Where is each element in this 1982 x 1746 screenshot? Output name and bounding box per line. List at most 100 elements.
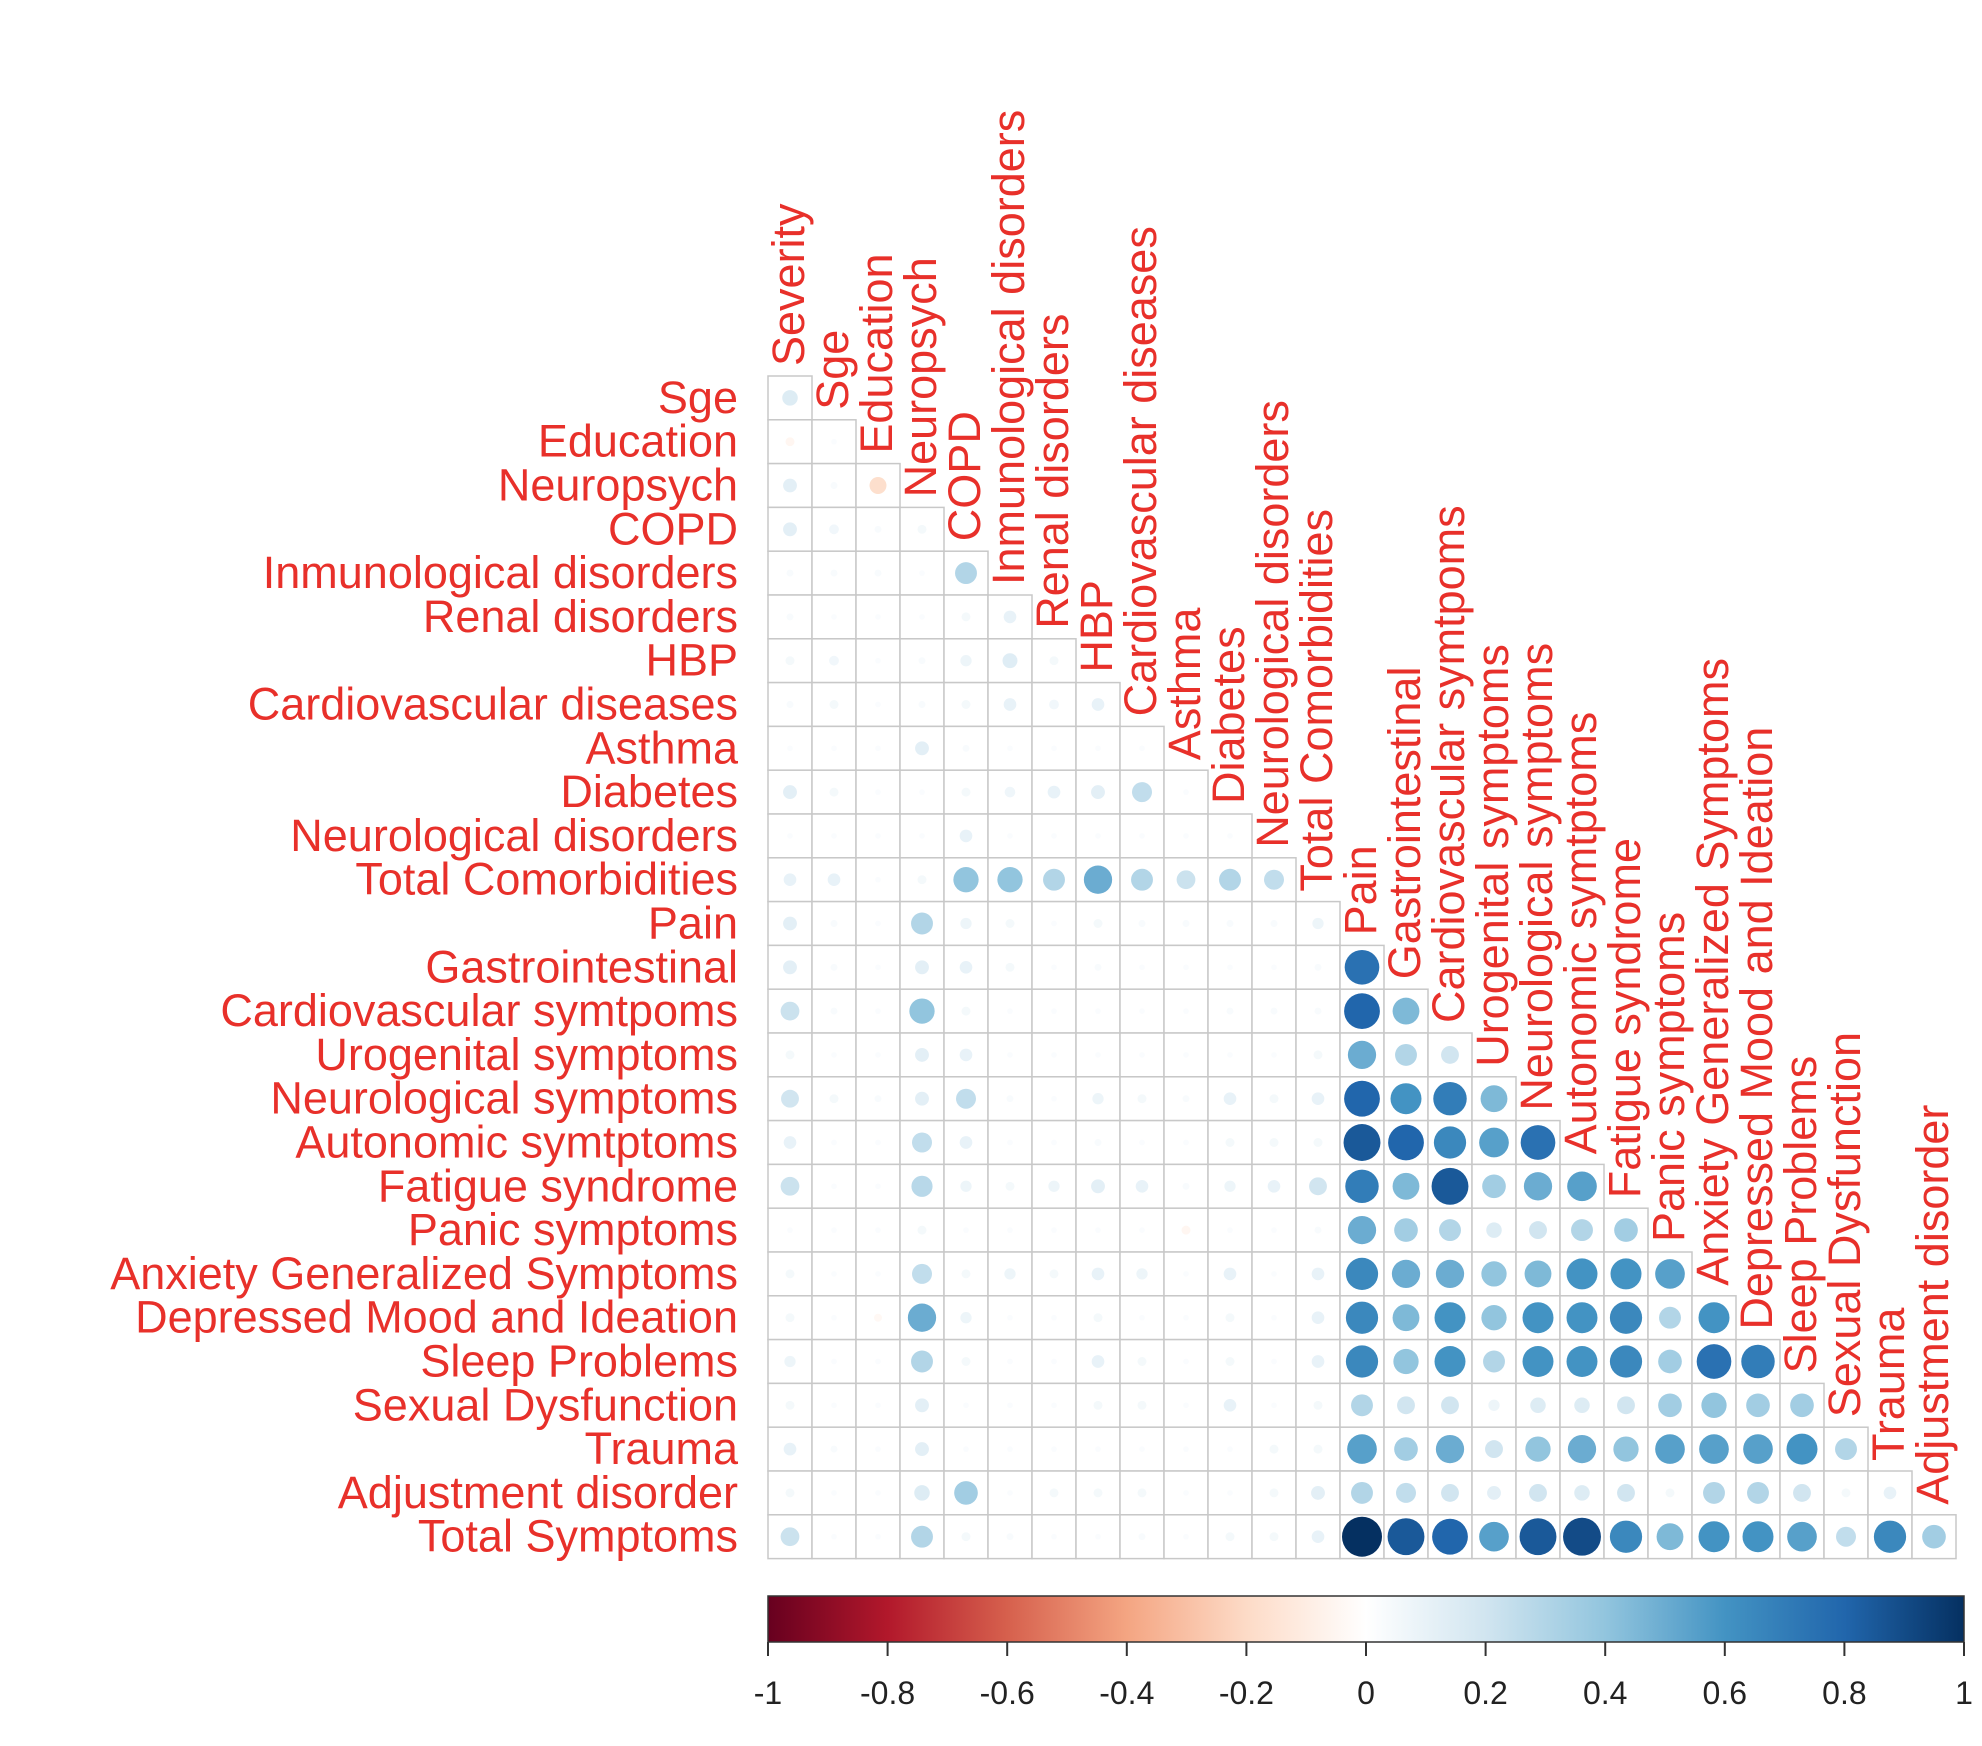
correlation-dot [1485, 1440, 1503, 1459]
correlation-dot [1311, 1267, 1325, 1281]
correlation-dot [1051, 1139, 1057, 1146]
correlation-dot [787, 833, 793, 839]
correlation-dot [1271, 1271, 1277, 1277]
correlation-dot [786, 569, 794, 577]
correlation-dot [785, 1050, 795, 1060]
correlation-dot [786, 613, 794, 621]
correlation-dot [911, 1525, 933, 1548]
correlation-dot [961, 1006, 971, 1016]
correlation-dot [1344, 949, 1380, 985]
correlation-dot [917, 1225, 927, 1235]
row-label: Urogenital symptoms [315, 1029, 738, 1080]
correlation-dot [1741, 1344, 1775, 1379]
correlation-dot [869, 477, 887, 494]
correlation-dot [830, 1007, 838, 1015]
correlation-dot [1431, 1167, 1469, 1205]
correlation-dot [1006, 1533, 1014, 1541]
colorbar-tick-label: 0.8 [1822, 1675, 1866, 1711]
correlation-dot [1435, 1434, 1465, 1464]
correlation-dot [785, 656, 795, 666]
correlation-dot [1183, 1358, 1189, 1365]
correlation-dot [1137, 1357, 1147, 1366]
correlation-dot [1004, 1268, 1016, 1280]
correlation-dot [1701, 1392, 1727, 1418]
correlation-dot [1392, 1304, 1420, 1332]
correlation-dot [1747, 1481, 1769, 1504]
correlation-dot [1482, 1174, 1506, 1199]
correlation-dot [1271, 1402, 1277, 1409]
correlation-dot [960, 917, 972, 930]
correlation-dot [959, 829, 973, 843]
column-label: Anxiety Generalized Symptoms [1687, 658, 1738, 1286]
column-label: Gastrointestinal [1379, 667, 1430, 980]
correlation-dot [1183, 1314, 1189, 1321]
correlation-dot [1131, 868, 1153, 891]
colorbar-tick-label: -0.2 [1219, 1675, 1274, 1711]
correlation-dot [1519, 1518, 1557, 1556]
correlation-dot [875, 1490, 881, 1496]
row-label: Adjustment disorder [338, 1467, 738, 1518]
correlation-dot [1091, 1267, 1105, 1281]
correlation-dot [1522, 1346, 1554, 1377]
correlation-dot [830, 569, 838, 577]
column-label: Urogenital symptoms [1467, 644, 1518, 1067]
correlation-dot [874, 525, 882, 533]
correlation-dot [831, 614, 837, 620]
correlation-dot [1004, 786, 1016, 798]
correlation-dot [1271, 964, 1277, 971]
correlation-dot [1226, 920, 1234, 927]
correlation-dot [1083, 865, 1113, 894]
correlation-dot [1696, 1344, 1732, 1379]
correlation-dot [915, 1442, 929, 1457]
correlation-dot [1699, 1434, 1729, 1464]
row-label: Fatigue syndrome [378, 1160, 738, 1211]
correlation-dot [1225, 1357, 1235, 1366]
column-label: Asthma [1159, 607, 1210, 761]
correlation-dot [963, 1227, 969, 1233]
correlation-dot [1003, 698, 1017, 711]
grid-cell [1075, 1163, 1121, 1209]
colorbar-tick-label: 0 [1357, 1675, 1375, 1711]
correlation-dot [1182, 920, 1190, 927]
correlation-dot [915, 1398, 929, 1413]
correlation-dot [1006, 1095, 1014, 1103]
correlation-dot [919, 570, 925, 576]
correlation-dot [955, 562, 977, 585]
correlation-dot [1391, 1259, 1421, 1289]
correlation-dot [785, 1400, 795, 1410]
correlation-dot [830, 482, 838, 489]
correlation-dot [1138, 1533, 1146, 1541]
correlation-dot [875, 701, 881, 708]
colorbar-tick-label: -1 [754, 1675, 782, 1711]
correlation-dot [831, 833, 837, 839]
correlation-dot [1051, 745, 1057, 752]
row-label: Depressed Mood and Ideation [135, 1292, 738, 1343]
correlation-dot [1835, 1438, 1857, 1461]
correlation-dot [1139, 1314, 1145, 1321]
column-label: Fatigue syndrome [1599, 838, 1650, 1198]
correlation-dot [1183, 964, 1189, 971]
correlation-dot [1563, 1517, 1601, 1556]
correlation-dot [1139, 1446, 1145, 1452]
correlation-dot [918, 701, 926, 708]
correlation-dot [1136, 1268, 1148, 1280]
correlation-dot [1183, 1052, 1189, 1058]
correlation-dot [959, 960, 973, 974]
correlation-dot [831, 1271, 837, 1277]
colorbar-gradient [767, 1595, 1965, 1643]
correlation-dot [912, 1132, 932, 1153]
correlation-dot [911, 1350, 933, 1373]
correlation-dot [961, 1269, 971, 1279]
correlation-dot [875, 1358, 881, 1365]
correlation-dot [1530, 1397, 1546, 1414]
correlation-dot [1665, 1488, 1675, 1498]
correlation-dot [1270, 920, 1278, 927]
correlation-dot [1223, 1398, 1237, 1412]
correlation-dot [1271, 1358, 1277, 1365]
correlation-dot [1433, 1126, 1467, 1159]
correlation-dot [875, 745, 881, 752]
correlation-dot [1790, 1393, 1814, 1418]
correlation-dot [1005, 1181, 1015, 1191]
colorbar: -1 -0.8 -0.6 -0.4 -0.2 0 0.2 0.4 0.6 0.8 1 [754, 1595, 1973, 1711]
